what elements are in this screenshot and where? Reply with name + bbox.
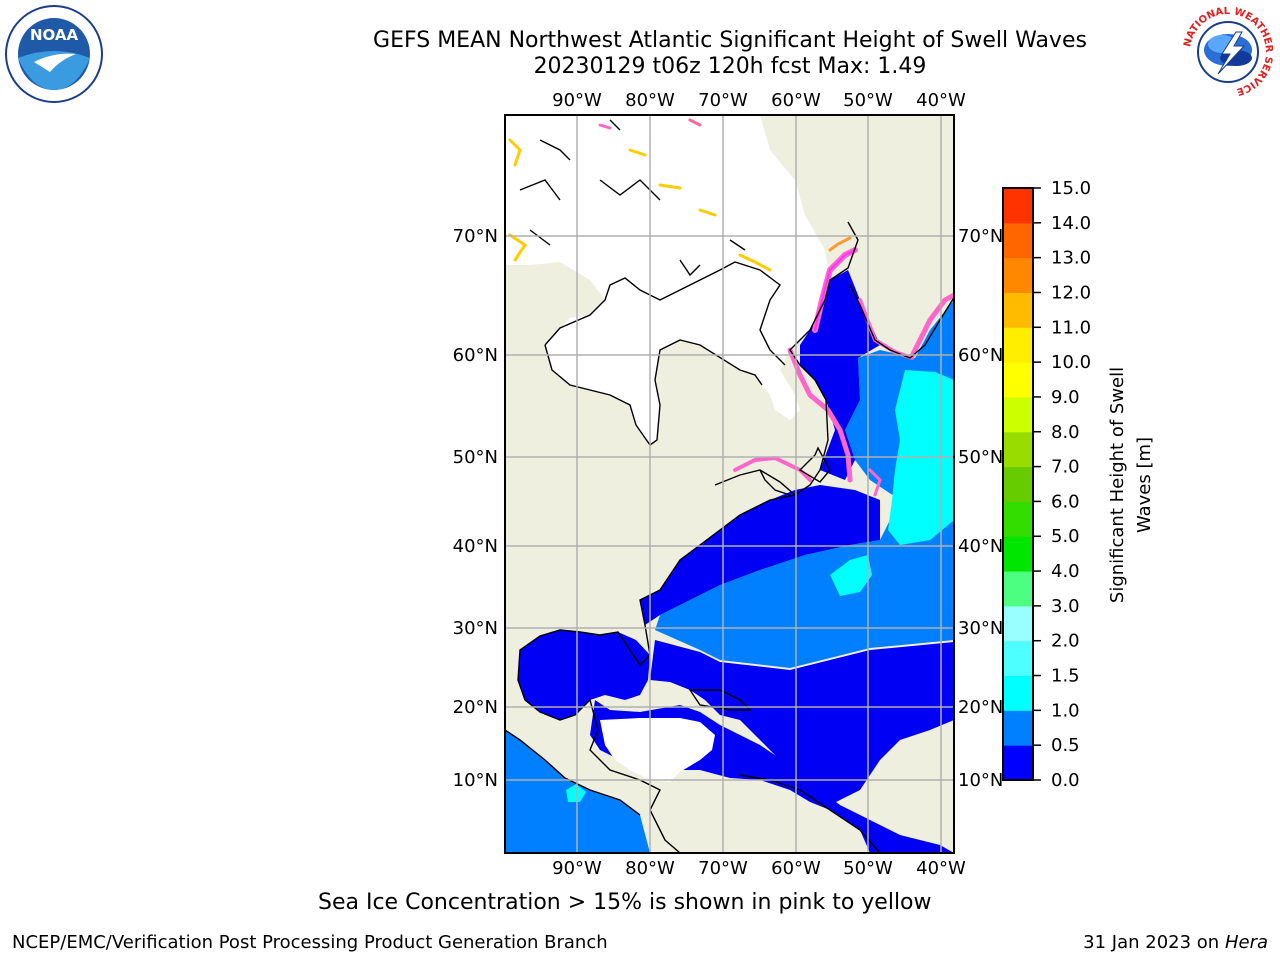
colorbar-segment <box>1003 362 1033 398</box>
map-area <box>505 115 954 853</box>
left-latitude-label: 40°N <box>453 536 498 557</box>
colorbar-segment <box>1003 257 1033 293</box>
footer-credit: NCEP/EMC/Verification Post Processing Pr… <box>12 932 608 953</box>
footer-date-text: 31 Jan 2023 on <box>1083 932 1225 953</box>
right-latitude-label: 30°N <box>958 618 1003 639</box>
colorbar-segment <box>1003 466 1033 502</box>
sea-ice-note: Sea Ice Concentration > 15% is shown in … <box>318 890 932 915</box>
colorbar <box>1003 188 1033 781</box>
map-frame <box>504 114 955 854</box>
colorbar-tick-label: 1.5 <box>1051 666 1080 687</box>
colorbar-tick-label: 7.0 <box>1051 457 1080 478</box>
top-longitude-labels: 90°W 80°W 70°W 60°W 50°W 40°W <box>552 90 966 111</box>
colorbar-tick-label: 5.0 <box>1051 526 1080 547</box>
colorbar-segment <box>1003 710 1033 746</box>
colorbar-tick-label: 1.0 <box>1051 700 1080 721</box>
colorbar-tick-label: 3.0 <box>1051 596 1080 617</box>
bottom-longitude-label: 70°W <box>698 858 748 879</box>
left-latitude-label: 10°N <box>453 770 498 791</box>
nws-logo: NATIONAL WEATHER SERVICE <box>1182 6 1274 98</box>
colorbar-ticks: 0.0 0.5 1.0 1.5 2.0 3.0 4.0 5.0 6.0 7.0 8.0 9.0 10.0… <box>1033 178 1091 791</box>
bottom-longitude-label: 90°W <box>552 858 602 879</box>
colorbar-segment <box>1003 605 1033 642</box>
colorbar-tick-label: 11.0 <box>1051 317 1091 338</box>
ocean-swell-1.5-layer <box>566 370 954 802</box>
colorbar-segment <box>1003 222 1033 259</box>
colorbar-tick-label: 14.0 <box>1051 213 1091 234</box>
colorbar-segment <box>1003 396 1033 433</box>
top-longitude-label: 80°W <box>625 90 675 111</box>
colorbar-tick-label: 0.5 <box>1051 735 1080 756</box>
colorbar-segment <box>1003 431 1033 468</box>
colorbar-frame <box>1002 187 1034 781</box>
bottom-longitude-label: 60°W <box>771 858 821 879</box>
right-latitude-label: 60°N <box>958 345 1003 366</box>
colorbar-tick-label: 9.0 <box>1051 387 1080 408</box>
colorbar-tick-label: 4.0 <box>1051 561 1080 582</box>
colorbar-tick-label: 8.0 <box>1051 422 1080 443</box>
noaa-logo-text: NOAA <box>30 26 79 44</box>
left-latitude-labels: 70°N 60°N 50°N 40°N 30°N 20°N 10°N <box>453 226 498 791</box>
colorbar-segment <box>1003 675 1033 711</box>
colorbar-tick-label: 13.0 <box>1051 248 1091 269</box>
colorbar-segment <box>1003 571 1033 607</box>
colorbar-segment <box>1003 327 1033 363</box>
right-latitude-label: 10°N <box>958 770 1003 791</box>
left-latitude-label: 70°N <box>453 226 498 247</box>
colorbar-tick-label: 10.0 <box>1051 352 1091 373</box>
right-latitude-label: 20°N <box>958 697 1003 718</box>
coastlines <box>505 119 954 853</box>
top-longitude-label: 60°W <box>771 90 821 111</box>
colorbar-segment <box>1003 501 1033 537</box>
left-latitude-label: 60°N <box>453 345 498 366</box>
top-longitude-label: 70°W <box>698 90 748 111</box>
left-latitude-label: 50°N <box>453 447 498 468</box>
noaa-logo: NOAA <box>5 5 103 103</box>
left-latitude-label: 20°N <box>453 697 498 718</box>
top-longitude-label: 90°W <box>552 90 602 111</box>
right-latitude-label: 70°N <box>958 226 1003 247</box>
footer-date: 31 Jan 2023 on Hera <box>1083 932 1268 953</box>
colorbar-tick-label: 12.0 <box>1051 282 1091 303</box>
footer-host: Hera <box>1224 932 1268 953</box>
right-latitude-label: 40°N <box>958 536 1003 557</box>
chart-title: GEFS MEAN Northwest Atlantic Significant… <box>373 28 1087 53</box>
colorbar-tick-label: 6.0 <box>1051 491 1080 512</box>
colorbar-tick-label: 2.0 <box>1051 631 1080 652</box>
bottom-longitude-label: 50°W <box>843 858 893 879</box>
colorbar-segment <box>1003 640 1033 677</box>
colorbar-title-line2: Waves [m] <box>1134 437 1155 533</box>
left-latitude-label: 30°N <box>453 618 498 639</box>
top-longitude-label: 40°W <box>916 90 966 111</box>
chart-subtitle: 20230129 t06z 120h fcst Max: 1.49 <box>533 54 927 79</box>
right-latitude-label: 50°N <box>958 447 1003 468</box>
colorbar-tick-label: 15.0 <box>1051 178 1091 199</box>
colorbar-title-line1: Significant Height of Swell <box>1107 367 1128 603</box>
bottom-longitude-label: 80°W <box>625 858 675 879</box>
graticule <box>505 115 954 853</box>
top-longitude-label: 50°W <box>843 90 893 111</box>
colorbar-segment <box>1003 536 1033 572</box>
colorbar-tick-label: 0.0 <box>1051 770 1080 791</box>
colorbar-segment <box>1003 188 1033 224</box>
right-latitude-labels: 70°N 60°N 50°N 40°N 30°N 20°N 10°N <box>958 226 1003 791</box>
bottom-longitude-label: 40°W <box>916 858 966 879</box>
bottom-longitude-labels: 90°W 80°W 70°W 60°W 50°W 40°W <box>552 858 966 879</box>
colorbar-segment <box>1003 292 1033 328</box>
no-data-region <box>505 115 830 782</box>
colorbar-segment <box>1003 745 1033 781</box>
